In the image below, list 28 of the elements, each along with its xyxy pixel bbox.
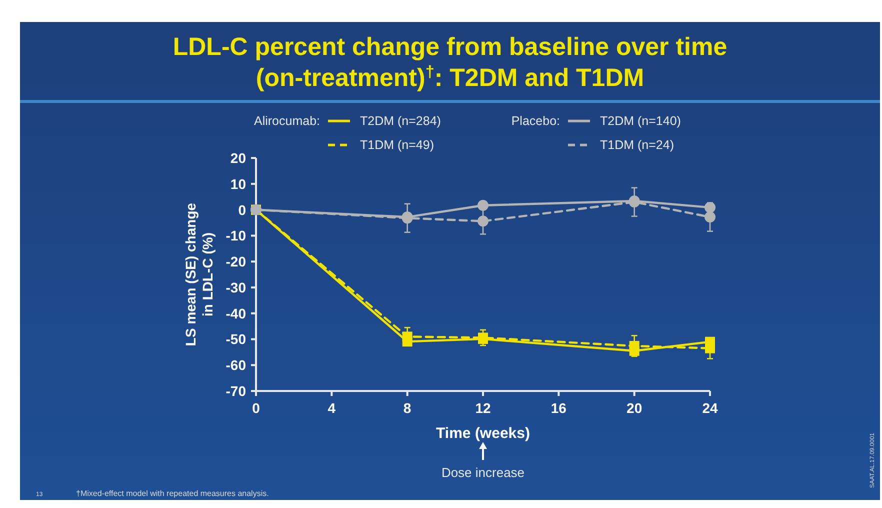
y-tick-label: -40 <box>226 305 246 322</box>
y-tick-label: -30 <box>226 279 246 296</box>
x-tick-label: 16 <box>550 400 567 416</box>
x-axis-title: Time (weeks) <box>436 425 530 442</box>
x-tick-label: 24 <box>702 400 718 416</box>
x-tick-label: 20 <box>626 400 642 416</box>
legend-label: T1DM (n=49) <box>360 138 434 152</box>
y-tick-label: -50 <box>226 331 246 348</box>
text: Alirocumab: <box>254 114 320 128</box>
x-tick-label: 12 <box>475 400 491 416</box>
x-tick-label: 0 <box>252 400 260 416</box>
text: Placebo: <box>511 114 560 128</box>
text: †Mixed-effect model with repeated measures analysis. <box>76 489 269 498</box>
y-tick-label: -20 <box>226 254 246 270</box>
y-tick-label: 20 <box>230 150 246 166</box>
x-tick-label: 4 <box>328 400 336 416</box>
y-tick-label: -70 <box>226 383 246 399</box>
y-tick-label: 10 <box>230 176 246 192</box>
text: Dose increase <box>441 465 525 480</box>
legend-label: T1DM (n=24) <box>600 138 674 152</box>
chart-title: LDL-C percent change from baseline over time (on-treatment)$^{†}$: T2DM and T1DM <box>172 33 728 92</box>
y-axis-title: LS mean (SE) change in LDL-C (%) <box>182 202 216 346</box>
y-tick-label: -60 <box>226 357 246 374</box>
y-tick-label: -10 <box>226 228 246 244</box>
x-tick-label: 8 <box>403 400 412 416</box>
y-tick-label: 0 <box>238 202 246 218</box>
legend-label: T2DM (n=284) <box>360 114 441 128</box>
legend-label: T2DM (n=140) <box>600 114 681 128</box>
